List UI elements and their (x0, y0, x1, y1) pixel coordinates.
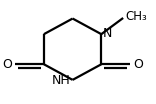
Text: CH₃: CH₃ (125, 10, 147, 23)
Text: N: N (103, 27, 112, 40)
Text: NH: NH (52, 74, 71, 87)
Text: O: O (133, 58, 143, 71)
Text: O: O (2, 58, 12, 71)
